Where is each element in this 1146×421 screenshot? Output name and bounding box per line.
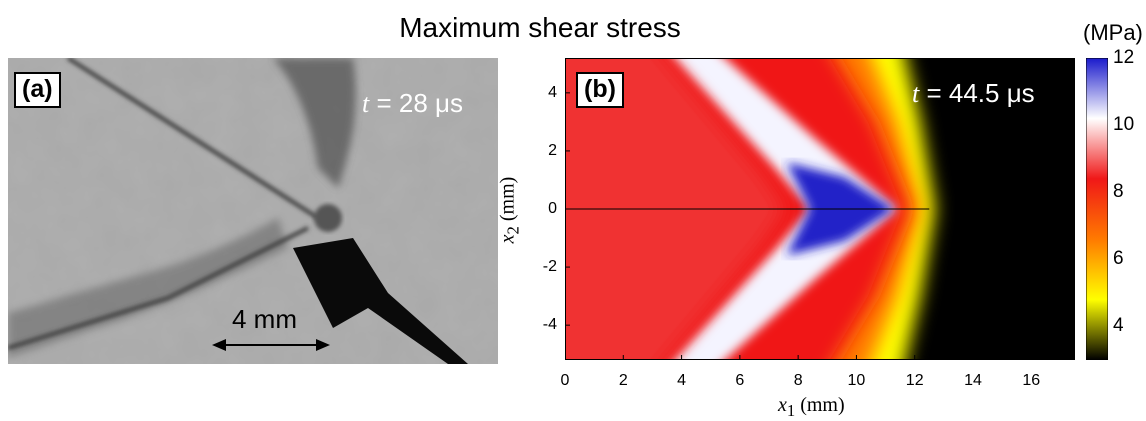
colorbar-unit: (MPa) <box>1083 20 1143 45</box>
y-tick-label: -4 <box>542 316 557 334</box>
colorbar-tick-label: 10 <box>1113 114 1135 136</box>
x-tick-label: 10 <box>847 372 866 389</box>
y-tick-label: -2 <box>542 258 557 276</box>
pointer-arrow <box>293 238 468 364</box>
panel-b-time: t = 44.5 μs <box>912 78 1035 108</box>
shock-line-lower <box>8 226 309 350</box>
scale-bar-left-head <box>212 339 226 351</box>
x-tick-label: 2 <box>618 372 628 389</box>
shock-line-upper <box>66 58 320 220</box>
colorbar-tick-label: 12 <box>1113 47 1135 68</box>
y-tick-label: 0 <box>548 200 557 217</box>
panel-a-time: t = 28 μs <box>362 88 463 118</box>
x-tick-label: 4 <box>677 372 687 389</box>
y-axis-label: x2 (mm) <box>496 176 523 244</box>
x-tick-label: 12 <box>905 372 924 389</box>
dark-shock-region-bottom <box>8 218 288 358</box>
x-tick-label: 16 <box>1022 372 1041 389</box>
panel-b-heatmap <box>565 58 1075 360</box>
crack-tip-spot <box>314 204 342 232</box>
colorbar-tick-label: 8 <box>1113 181 1124 203</box>
x-tick-label: 6 <box>735 372 745 389</box>
panel-a-label: (a) <box>14 72 61 108</box>
panel-a-photo <box>8 58 498 364</box>
dark-shock-region-top <box>273 58 356 188</box>
y-tick-label: 4 <box>548 83 557 101</box>
colorbar-bar <box>1086 58 1108 360</box>
y-tick-label: 2 <box>548 141 557 159</box>
scale-bar-right-head <box>316 339 330 351</box>
scale-bar-label: 4 mm <box>232 304 297 334</box>
panel-b-label: (b) <box>576 72 624 108</box>
x-tick-label: 14 <box>964 372 982 389</box>
colorbar-tick-label: 4 <box>1113 315 1124 337</box>
colorbar-tick-label: 6 <box>1113 248 1124 270</box>
x-tick-label: 8 <box>793 372 803 389</box>
x-axis-label: x1 (mm) <box>778 394 845 420</box>
figure-title: Maximum shear stress <box>399 12 681 43</box>
colorbar <box>1086 58 1108 360</box>
x-tick-label: 0 <box>560 372 570 389</box>
